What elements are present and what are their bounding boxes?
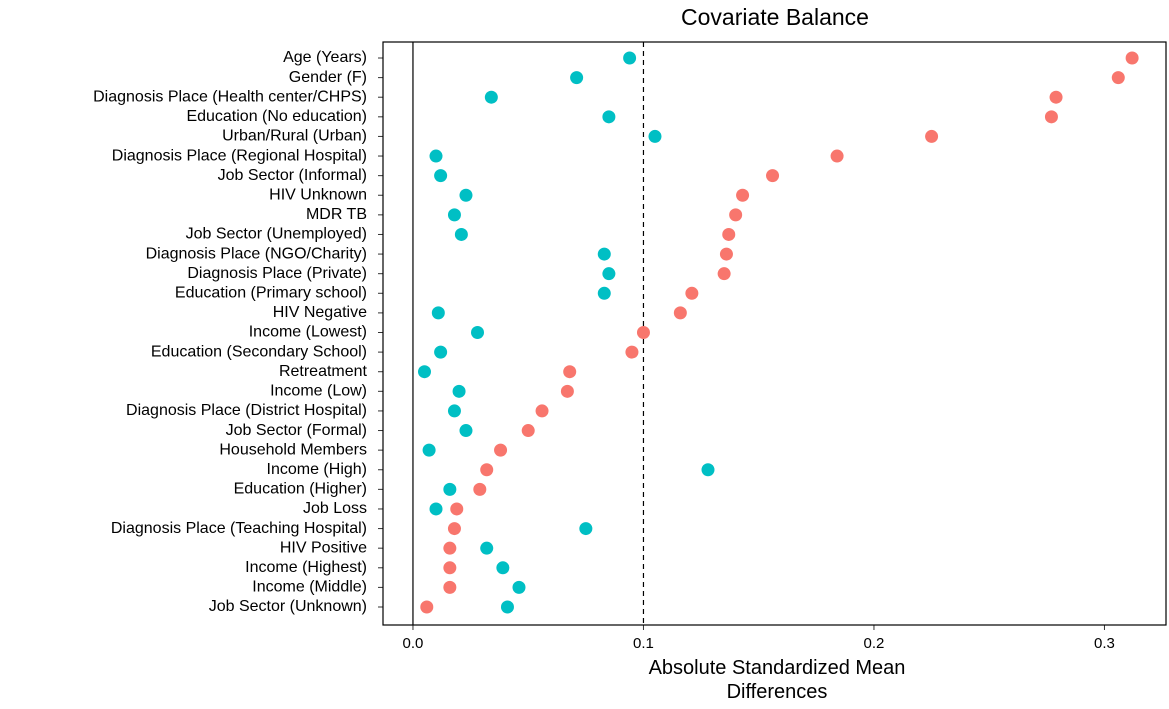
- point: [602, 110, 616, 124]
- y-tick-label: Gender (F): [289, 69, 367, 86]
- y-tick-label: Education (No education): [186, 108, 367, 125]
- point: [717, 267, 731, 281]
- y-tick-label: Income (High): [267, 461, 367, 478]
- point: [434, 345, 448, 359]
- x-tick-label: 0.1: [633, 635, 654, 652]
- y-tick-label: Retreatment: [279, 363, 368, 380]
- x-axis-label: Absolute Standardized Mean Differences: [648, 657, 906, 703]
- y-tick-label: Urban/Rural (Urban): [222, 128, 367, 145]
- point: [648, 129, 662, 143]
- point: [1125, 51, 1139, 65]
- point: [719, 247, 733, 261]
- y-tick-label: Job Sector (Unemployed): [186, 226, 367, 243]
- y-tick-label: HIV Positive: [280, 539, 367, 556]
- y-tick-label: Education (Higher): [234, 481, 367, 498]
- point: [473, 482, 487, 496]
- point: [1044, 110, 1058, 124]
- y-tick-label: Income (Low): [270, 383, 367, 400]
- x-tick-label: 0.3: [1094, 635, 1115, 652]
- point: [429, 502, 443, 516]
- point: [623, 51, 637, 65]
- point: [496, 561, 510, 575]
- point: [579, 522, 593, 536]
- y-tick-label: Age (Years): [283, 49, 367, 66]
- point: [560, 384, 574, 398]
- point: [443, 482, 457, 496]
- point: [736, 188, 750, 202]
- point: [512, 580, 526, 594]
- point: [500, 600, 514, 614]
- point: [722, 227, 736, 241]
- point: [443, 580, 457, 594]
- point: [766, 169, 780, 183]
- point: [450, 502, 464, 516]
- y-tick-label: Job Loss: [303, 500, 367, 517]
- point: [729, 208, 743, 222]
- point: [443, 541, 457, 555]
- point: [830, 149, 844, 163]
- point: [422, 443, 436, 457]
- point: [431, 306, 445, 320]
- point: [484, 90, 498, 104]
- point: [925, 129, 939, 143]
- point: [597, 286, 611, 300]
- y-tick-label: Household Members: [219, 441, 367, 458]
- y-tick-label: Diagnosis Place (Health center/CHPS): [93, 88, 367, 105]
- plot-border: [382, 41, 1167, 626]
- point: [636, 326, 650, 339]
- point: [459, 424, 473, 438]
- point: [1049, 90, 1063, 104]
- y-tick-label: HIV Negative: [273, 304, 367, 321]
- y-tick-label: Diagnosis Place (Regional Hospital): [112, 147, 367, 164]
- point: [602, 267, 616, 281]
- chart-title: Covariate Balance: [681, 4, 869, 30]
- y-tick-label: Income (Middle): [252, 579, 367, 596]
- point: [480, 541, 494, 555]
- point: [417, 365, 431, 379]
- point: [625, 345, 639, 359]
- y-tick-label: Income (Lowest): [249, 324, 367, 341]
- point: [429, 149, 443, 163]
- point: [521, 424, 535, 438]
- x-tick-label: 0.2: [864, 635, 885, 652]
- point: [459, 188, 473, 202]
- point: [454, 227, 468, 241]
- point: [673, 306, 687, 320]
- point: [535, 404, 549, 418]
- y-tick-label: MDR TB: [306, 206, 367, 223]
- y-tick-label: Diagnosis Place (Teaching Hospital): [111, 520, 367, 537]
- point: [701, 463, 715, 477]
- point: [685, 286, 699, 300]
- y-tick-label: Education (Secondary School): [151, 343, 367, 360]
- y-tick-label: Diagnosis Place (Private): [187, 265, 367, 282]
- point: [447, 404, 461, 418]
- point: [597, 247, 611, 261]
- point: [480, 463, 494, 477]
- point: [443, 561, 457, 575]
- x-tick-label: 0.0: [403, 635, 424, 652]
- y-tick-label: HIV Unknown: [269, 186, 367, 203]
- point: [434, 169, 448, 183]
- point: [447, 522, 461, 536]
- y-tick-label: Diagnosis Place (District Hospital): [126, 402, 367, 419]
- point: [471, 326, 485, 339]
- point: [420, 600, 434, 614]
- point: [447, 208, 461, 222]
- y-tick-label: Job Sector (Unknown): [209, 598, 367, 615]
- y-tick-label: Income (Highest): [245, 559, 367, 576]
- point: [570, 71, 584, 85]
- point: [563, 365, 577, 379]
- point: [494, 443, 508, 457]
- point: [1111, 71, 1125, 85]
- point: [452, 384, 466, 398]
- y-tick-label: Diagnosis Place (NGO/Charity): [146, 245, 367, 262]
- y-tick-label: Job Sector (Informal): [218, 167, 367, 184]
- y-tick-label: Job Sector (Formal): [226, 422, 367, 439]
- y-tick-label: Education (Primary school): [175, 285, 367, 302]
